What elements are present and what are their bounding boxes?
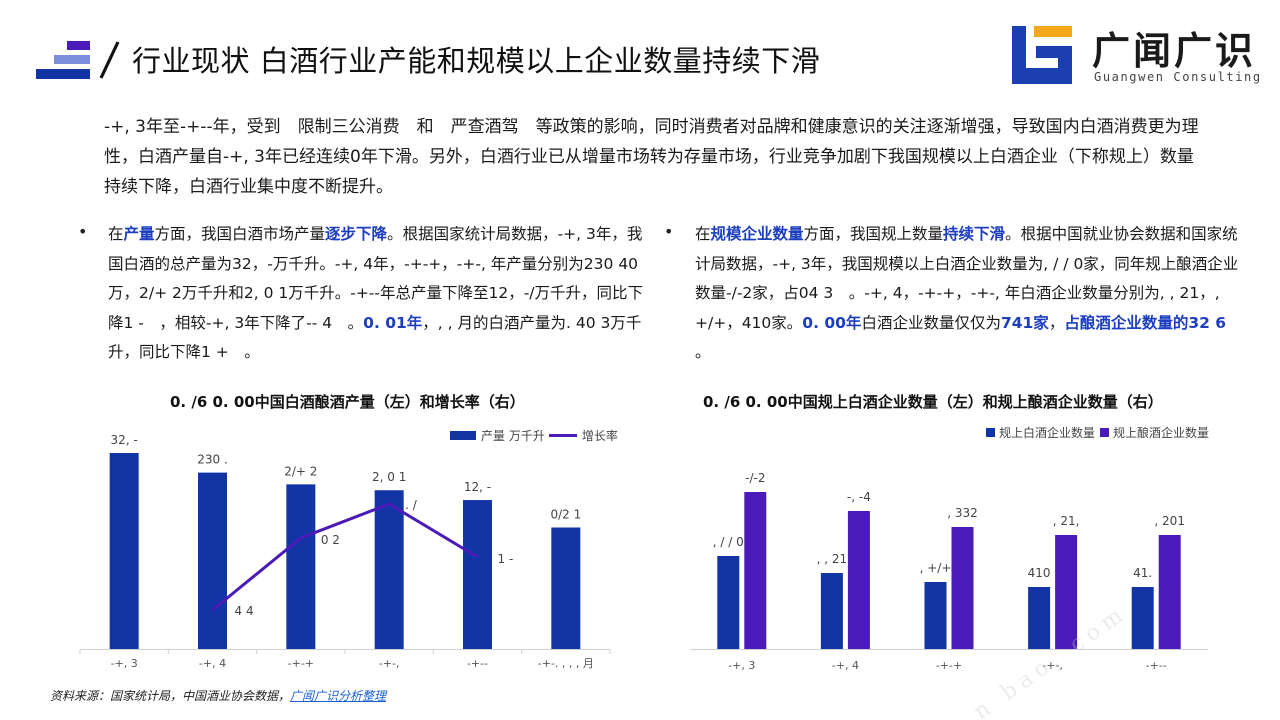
chart-title-production: 0. /6 0. 00中国白酒酿酒产量（左）和增长率（右） — [170, 393, 525, 411]
bar-value-label: , / / 0 — [713, 535, 744, 549]
x-tick-label: -+-, — [379, 657, 400, 670]
bar-liquor-enterprises — [744, 492, 767, 649]
x-tick-label: -+-- — [467, 657, 488, 670]
bullet-text: 白酒企业数量仅仅为 — [861, 313, 1001, 332]
x-tick-label: -+, 4 — [832, 659, 859, 672]
line-value-label: 1 - — [498, 552, 514, 566]
x-tick-label: -+-. , , , 月 — [538, 657, 594, 670]
bar-value-label: 2/+ 2 — [284, 464, 317, 478]
bar-value-label: , 332 — [947, 506, 978, 520]
bullet-highlight: 逐步下降 — [325, 225, 388, 243]
bullet-highlight: 规模企业数量 — [710, 225, 804, 243]
legend-square-purple-icon — [1100, 428, 1110, 437]
bar-production — [551, 527, 581, 649]
bar-baijiu-enterprises — [820, 573, 843, 649]
legend-square-blue-icon — [986, 428, 995, 437]
bar-value-label: 2, 0 1 — [372, 470, 406, 484]
bar-value-label: 410 — [1028, 566, 1051, 580]
bar-value-label: -/-2 — [745, 471, 765, 485]
bullet-highlight: 0. 01年 — [363, 313, 423, 332]
title-slash-icon — [99, 41, 120, 79]
bar-production — [198, 472, 227, 649]
bar-liquor-enterprises — [1158, 535, 1181, 649]
bar-value-label: , +/+ — [920, 561, 952, 575]
company-logo: 广闻广识 Guangwen Consulting — [1010, 20, 1260, 86]
chart-production: 32, - -+, 3 230 . -+, 4 2/+ 2 -+-+ 2, 0 1 -+-, 1… — [79, 433, 611, 670]
bar-baijiu-enterprises — [1028, 587, 1051, 649]
title-decoration-bar-bottom — [36, 69, 90, 79]
growth-rate-line — [211, 502, 479, 612]
x-tick-label: -+, 4 — [199, 657, 226, 670]
bar-value-label: 41. — [1133, 566, 1152, 580]
chart-enterprises: , / / 0 -/-2 -+, 3 , , 21 -, -4 -+, 4 , +/+ , 3… — [690, 471, 1208, 672]
bullet-text: ，, , 月的白酒产量为. 40 3万千升，同比下降1 + 。 — [108, 313, 642, 362]
bar-value-label: 230 . — [197, 453, 228, 467]
bar-production — [463, 500, 492, 649]
bar-value-label: -, -4 — [847, 490, 871, 504]
bar-baijiu-enterprises — [717, 556, 740, 649]
bullet-text: ， — [1048, 313, 1065, 332]
bar-value-label: 12, - — [464, 480, 491, 494]
bullet-highlight: 0. 00年 — [802, 313, 862, 332]
bullet-text: 方面，我国规上数量 — [803, 225, 944, 243]
bar-production — [109, 453, 139, 649]
legend-label: 规上白酒企业数量 — [999, 426, 1096, 440]
bullet-text: 。根据国家统计局数据，-+, 3年，我国白酒的总产量为32，-万千升。-+, 4… — [108, 225, 644, 332]
line-value-label: . / — [405, 498, 418, 512]
bar-value-label: , , 21 — [817, 552, 848, 566]
bar-production — [374, 490, 404, 649]
chart-legend-production: 产量 万千升 增长率 — [450, 427, 618, 444]
bullet-highlight: 占酿酒企业数量的32 6 — [1064, 313, 1242, 332]
bullet-text: 。根据中国就业协会数据和国家统计局数据，-+, 3年，我国规模以上白酒企业数量为… — [695, 225, 1239, 332]
line-value-label: 0 2 — [321, 533, 340, 547]
bar-liquor-enterprises — [951, 527, 974, 649]
line-value-label: 4 4 — [235, 604, 254, 618]
logo-chinese-name: 广闻广识 — [1092, 29, 1257, 73]
bar-baijiu-enterprises — [924, 582, 947, 649]
legend-label: 规上酿酒企业数量 — [1113, 426, 1210, 440]
title-decoration-bar-middle — [54, 55, 90, 64]
bullet-highlight: 持续下滑 — [943, 225, 1006, 243]
x-tick-label: -+-, — [1042, 659, 1063, 672]
bullet-enterprise-count: 在规模企业数量方面，我国规上数量持续下滑。根据中国就业协会数据和国家统计局数据，… — [695, 220, 1240, 368]
bar-value-label: 0/2 1 — [550, 507, 581, 521]
bullet-highlight: 741家 — [1000, 313, 1049, 332]
chart-legend-enterprises: 规上白酒企业数量 规上酿酒企业数量 — [986, 424, 1209, 441]
bar-value-label: 32, - — [111, 433, 138, 447]
title-decoration-icon — [36, 41, 94, 79]
x-tick-label: -+-+ — [288, 657, 314, 670]
source-note: 资料来源：国家统计局，中国酒业协会数据，广闻广识分析整理 — [50, 687, 386, 704]
bar-value-label: , 201 — [1154, 514, 1185, 528]
intro-paragraph: -+, 3年至-+--年，受到 限制三公消费 和 严查酒驾 等政策的影响，同时消… — [104, 117, 1199, 197]
bullet-text: 在 — [108, 225, 124, 243]
legend-label: 产量 万千升 — [481, 429, 545, 443]
legend-bar-swatch-icon — [450, 431, 476, 440]
logo-english-name: Guangwen Consulting — [1094, 70, 1262, 84]
bar-baijiu-enterprises — [1131, 587, 1154, 649]
logo-g-icon — [1012, 26, 1072, 84]
legend-line-swatch-icon — [548, 434, 577, 437]
bullet-text: 在 — [695, 225, 711, 243]
x-tick-label: -+-- — [1146, 659, 1167, 672]
bullet-text: 方面，我国白酒市场产量 — [154, 225, 326, 243]
title-decoration-bar-top — [67, 41, 90, 50]
x-tick-label: -+-+ — [936, 659, 962, 672]
bar-value-label: , 21, — [1053, 514, 1080, 528]
source-link[interactable]: 广闻广识分析整理 — [290, 689, 387, 703]
bullet-dot-icon: • — [78, 222, 88, 241]
source-text: 资料来源：国家统计局，中国酒业协会数据， — [50, 689, 291, 703]
bar-liquor-enterprises — [1055, 535, 1078, 649]
x-tick-label: -+, 3 — [111, 657, 138, 670]
bullet-dot-icon: • — [664, 222, 674, 241]
bullet-highlight: 产量 — [123, 225, 155, 243]
x-tick-label: -+, 3 — [728, 659, 755, 672]
page-title: 行业现状 白酒行业产能和规模以上企业数量持续下滑 — [132, 44, 821, 78]
chart-title-enterprises: 0. /6 0. 00中国规上白酒企业数量（左）和规上酿酒企业数量（右） — [703, 393, 1163, 411]
legend-label: 增长率 — [581, 429, 618, 443]
bar-liquor-enterprises — [847, 511, 870, 649]
bar-production — [286, 484, 316, 649]
bullet-production: 在产量方面，我国白酒市场产量逐步下降。根据国家统计局数据，-+, 3年，我国白酒… — [108, 220, 653, 368]
bullet-text: 。 — [695, 343, 711, 361]
